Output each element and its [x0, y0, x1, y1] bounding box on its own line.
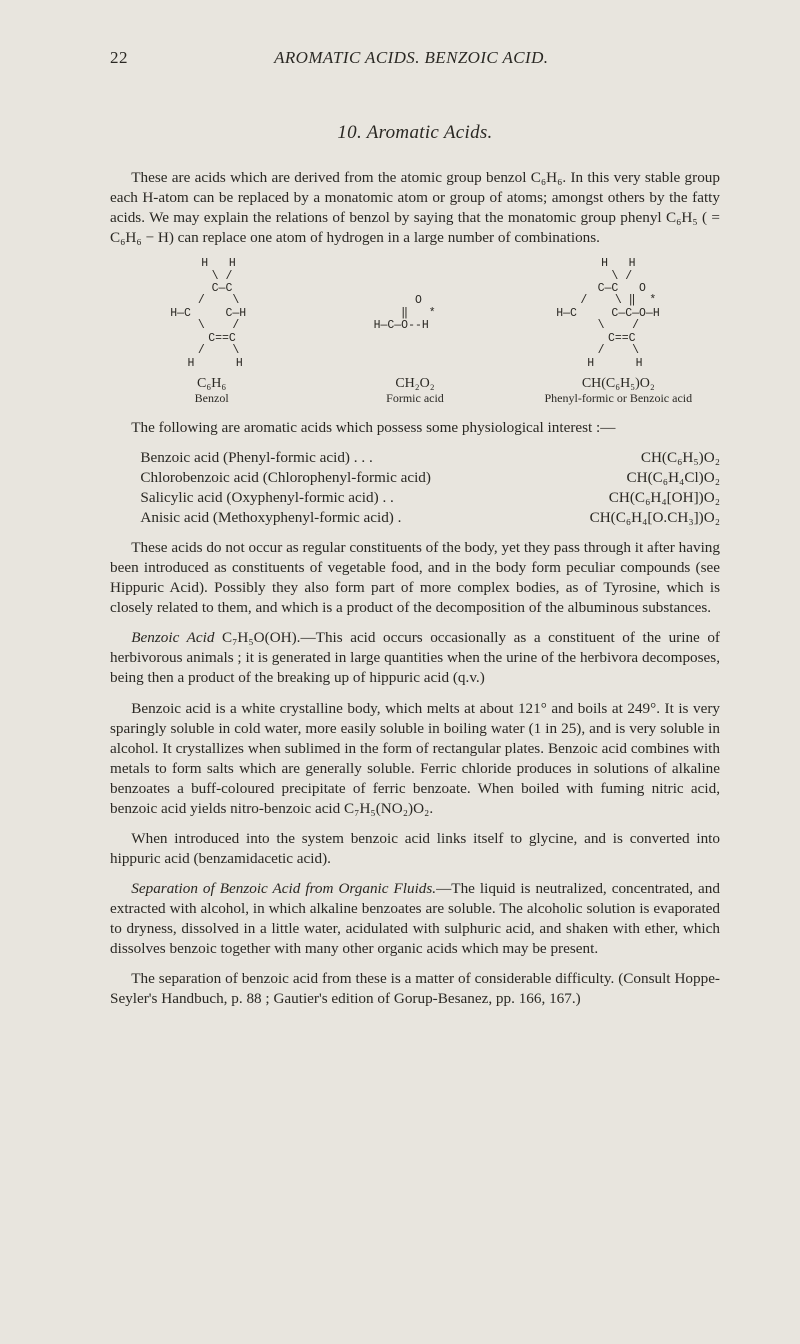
paragraph-6: When introduced into the system benzoic … — [110, 829, 720, 869]
caption-formic: CH₂O₂ Formic acid — [323, 376, 506, 406]
list-3-left: Salicylic acid (Oxyphenyl-formic acid) .… — [110, 488, 394, 508]
paragraph-1: These are acids which are derived from t… — [110, 168, 720, 248]
list-2-right: CH(C₆H₄Cl)O₂ — [626, 468, 720, 488]
paragraph-2: The following are aromatic acids which p… — [110, 418, 720, 438]
list-row-2: Chlorobenzoic acid (Chlorophenyl-formic … — [110, 468, 720, 488]
diagram-row: H H \ / C—C / \ H—C C—H \ / C==C / \ H H… — [110, 258, 720, 370]
paragraph-8: The separation of benzoic acid from thes… — [110, 969, 720, 1009]
caption-formic-name: Formic acid — [323, 392, 506, 406]
list-4-right: CH(C₆H₄[O.CH₃])O₂ — [590, 508, 720, 528]
list-row-4: Anisic acid (Methoxyphenyl-formic acid) … — [110, 508, 720, 528]
benzoic-acid-diagram: H H \ / C—C O / \ ‖ * H—C C—C—O—H \ / C=… — [556, 258, 660, 370]
acid-list: Benzoic acid (Phenyl-formic acid) . . . … — [110, 448, 720, 528]
paragraph-5: Benzoic acid is a white crystalline body… — [110, 699, 720, 819]
list-3-right: CH(C₆H₄[OH])O₂ — [609, 488, 720, 508]
paragraph-4: Benzoic Acid C₇H₅O(OH).—This acid occurs… — [110, 628, 720, 688]
list-1-right: CH(C₆H₅)O₂ — [641, 448, 720, 468]
list-4-left: Anisic acid (Methoxyphenyl-formic acid) … — [110, 508, 401, 528]
page-header: 22 AROMATIC ACIDS. BENZOIC ACID. — [110, 48, 720, 68]
list-row-3: Salicylic acid (Oxyphenyl-formic acid) .… — [110, 488, 720, 508]
list-row-1: Benzoic acid (Phenyl-formic acid) . . . … — [110, 448, 720, 468]
caption-benzoic: CH(C₆H₅)O₂ Phenyl-formic or Benzoic acid — [527, 376, 710, 406]
caption-benzoic-formula: CH(C₆H₅)O₂ — [527, 376, 710, 392]
caption-row: C₆H₆ Benzol CH₂O₂ Formic acid CH(C₆H₅)O₂… — [110, 376, 720, 406]
caption-benzol: C₆H₆ Benzol — [120, 376, 303, 406]
section-title: 10. Aromatic Acids. — [110, 122, 720, 144]
caption-benzol-formula: C₆H₆ — [120, 376, 303, 392]
formic-acid-diagram: O ‖ * H—C—O--H — [367, 295, 436, 332]
running-title: AROMATIC ACIDS. BENZOIC ACID. — [274, 48, 548, 68]
para7-lead: Separation of Benzoic Acid from Organic … — [131, 880, 436, 897]
paragraph-7: Separation of Benzoic Acid from Organic … — [110, 879, 720, 959]
benzol-diagram: H H \ / C—C / \ H—C C—H \ / C==C / \ H H — [170, 258, 246, 370]
para4-lead: Benzoic Acid — [131, 629, 214, 646]
page: 22 AROMATIC ACIDS. BENZOIC ACID. 10. Aro… — [0, 0, 800, 1344]
caption-formic-formula: CH₂O₂ — [323, 376, 506, 392]
caption-benzoic-name: Phenyl-formic or Benzoic acid — [527, 392, 710, 406]
list-1-left: Benzoic acid (Phenyl-formic acid) . . . — [110, 448, 373, 468]
paragraph-3: These acids do not occur as regular cons… — [110, 538, 720, 618]
caption-benzol-name: Benzol — [120, 392, 303, 406]
page-number: 22 — [110, 48, 128, 68]
list-2-left: Chlorobenzoic acid (Chlorophenyl-formic … — [110, 468, 431, 488]
